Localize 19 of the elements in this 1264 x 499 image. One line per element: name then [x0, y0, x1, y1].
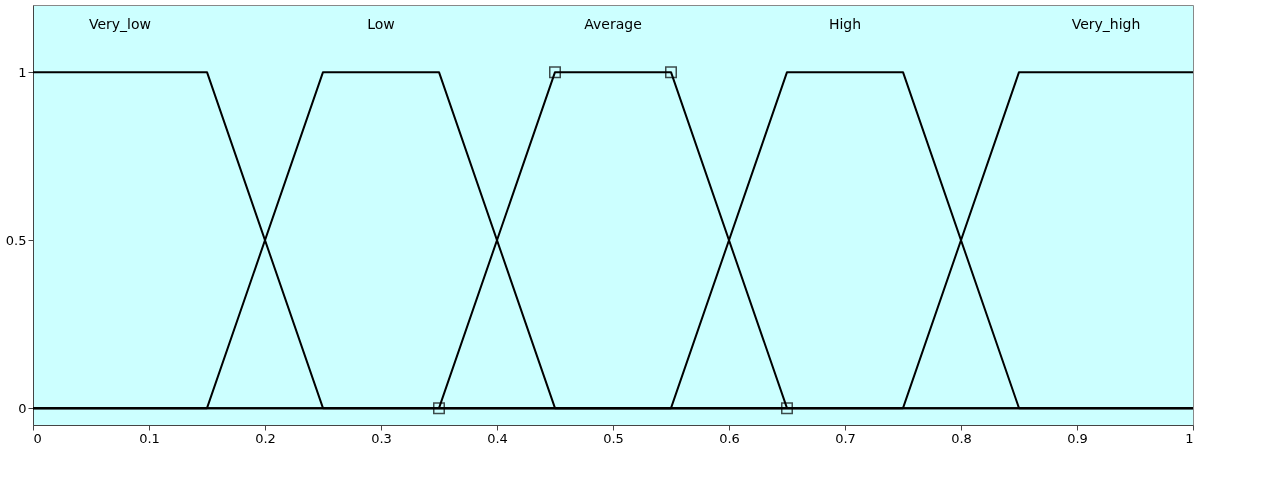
x-tick-label: 0.6 — [719, 430, 740, 446]
x-tick-label: 0.1 — [139, 430, 160, 446]
x-tick-label: 0.8 — [951, 430, 972, 446]
x-tick-label: 0.9 — [1067, 430, 1088, 446]
x-tick-label: 0.4 — [487, 430, 508, 446]
y-tick-label: 0 — [18, 400, 27, 416]
text: Average — [584, 16, 642, 32]
x-tick-label: 0.5 — [603, 430, 624, 446]
x-tick-label: 0 — [33, 430, 42, 446]
y-tick-label: 0.5 — [5, 232, 27, 248]
y-tick-label: 1 — [18, 64, 27, 80]
text: Low — [367, 16, 395, 32]
text: Very_low — [88, 16, 152, 32]
x-tick-label: 0.2 — [255, 430, 276, 446]
x-tick-label: 0.3 — [371, 430, 392, 446]
text: High — [828, 16, 862, 32]
text: Very_high — [1071, 16, 1141, 32]
x-tick-label: 1 — [1185, 430, 1194, 446]
x-tick-label: 0.7 — [835, 430, 856, 446]
